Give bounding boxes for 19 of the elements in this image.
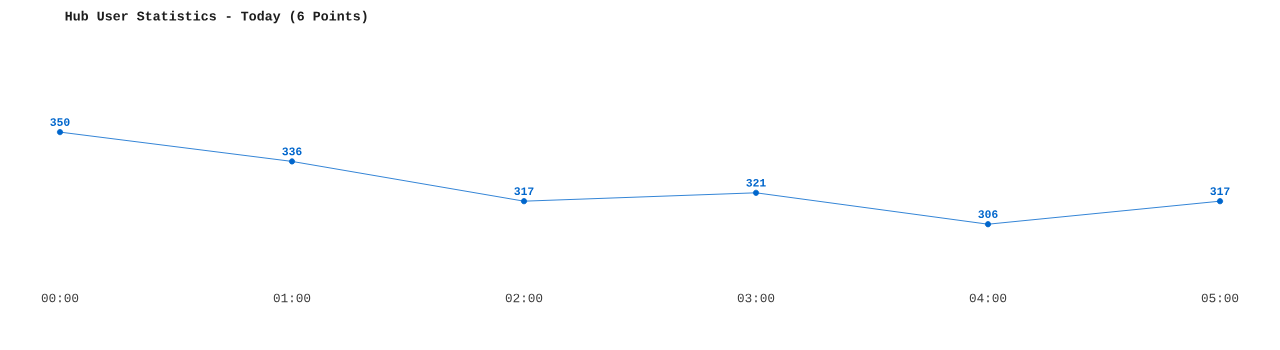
- x-tick-label: 00:00: [41, 293, 79, 303]
- point: [752, 189, 760, 196]
- data-label: 321: [746, 178, 766, 187]
- point: [520, 198, 528, 205]
- point: [56, 129, 64, 136]
- x-tick-label: 05:00: [1201, 293, 1239, 303]
- x-tick-label: 01:00: [273, 293, 311, 303]
- x-tick-label: 02:00: [505, 293, 543, 303]
- data-label: 350: [50, 118, 70, 126]
- x-tick-label: 03:00: [737, 293, 775, 303]
- chart-title: Hub User Statistics - Today (6 Points): [65, 10, 367, 24]
- x-tick-label: 04:00: [969, 293, 1007, 303]
- data-label: 336: [282, 147, 302, 156]
- point: [1216, 198, 1224, 205]
- data-label: 317: [514, 187, 534, 196]
- point: [288, 158, 296, 165]
- data-label: 306: [978, 210, 998, 219]
- data-label: 317: [1210, 187, 1230, 196]
- point: [984, 221, 992, 228]
